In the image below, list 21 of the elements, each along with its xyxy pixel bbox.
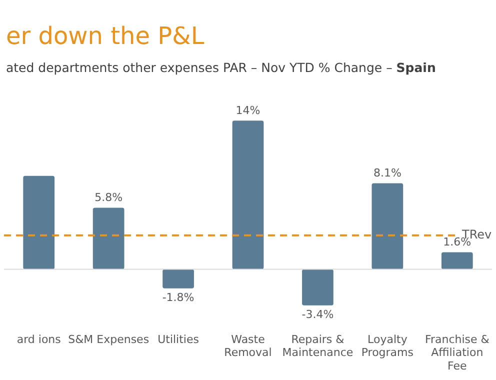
- x-tick-label: Repairs & Maintenance: [282, 332, 354, 360]
- bar: [302, 269, 334, 306]
- x-tick-label: ard ions: [16, 332, 62, 346]
- bar: [23, 176, 55, 270]
- x-tick-label: Utilities: [158, 332, 200, 346]
- data-label: -1.8%: [162, 290, 194, 304]
- bar: [441, 252, 473, 270]
- data-label: 5.8%: [94, 191, 123, 204]
- x-tick-label: Waste Removal: [224, 332, 272, 360]
- x-tick-label: Loyalty Programs: [361, 332, 414, 360]
- bar: [372, 183, 404, 270]
- bar: [232, 120, 264, 270]
- data-label: 14%: [236, 104, 260, 117]
- bar: [92, 208, 124, 270]
- chart-subtitle: ated departments other expenses PAR – Nov YTD % Change – Spain: [6, 60, 436, 75]
- data-label: -3.4%: [302, 308, 334, 321]
- data-label: 8.1%: [373, 166, 402, 180]
- x-tick-label: Franchise & Affiliation Fee: [424, 332, 490, 372]
- x-tick-label: S&M Expenses: [68, 332, 150, 346]
- bar: [162, 269, 194, 288]
- chart-title: er down the P&L: [5, 21, 206, 52]
